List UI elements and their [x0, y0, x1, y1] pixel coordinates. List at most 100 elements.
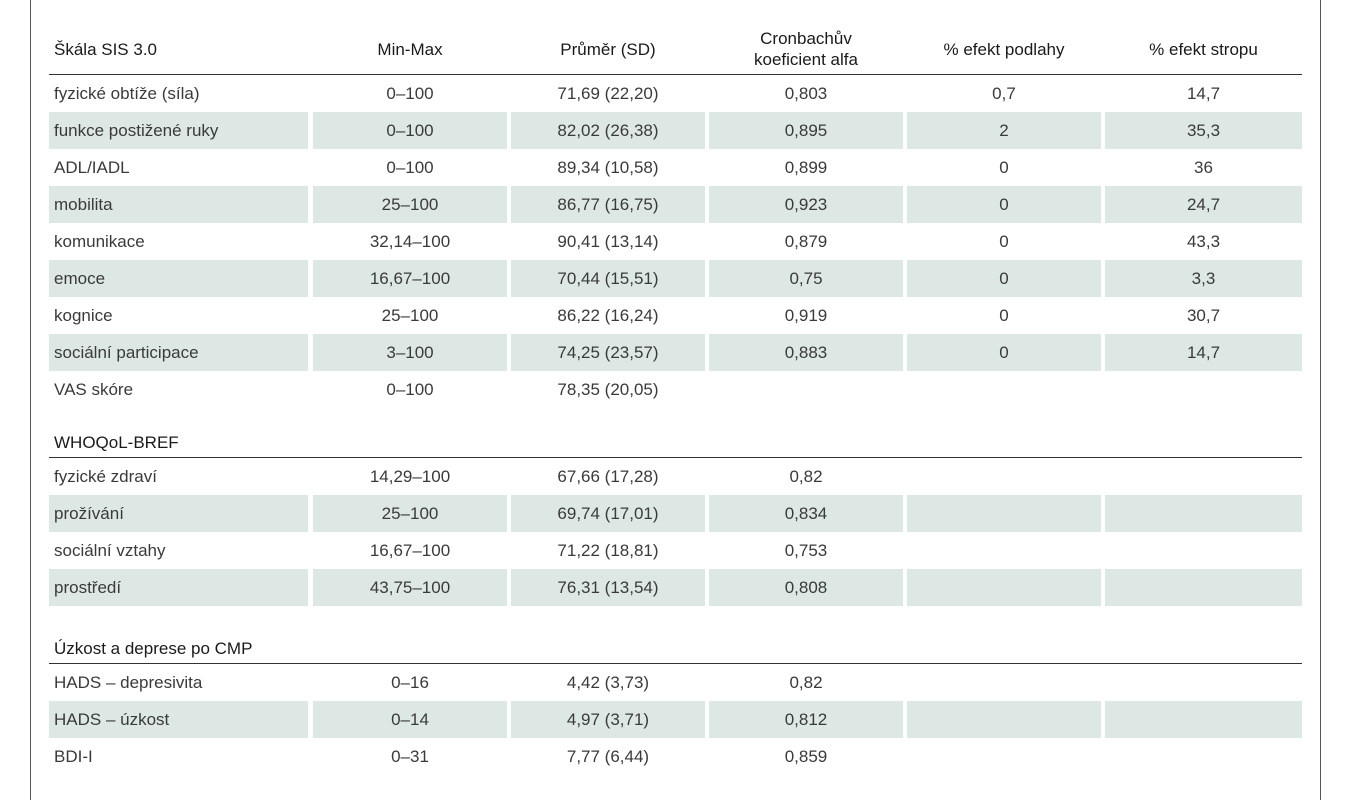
table-row: prostředí 43,75–100 76,31 (13,54) 0,808	[49, 569, 1302, 606]
cell-min-max: 3–100	[313, 334, 507, 371]
cell-cronbach-alpha: 0,899	[784, 157, 828, 177]
results-table: Škála SIS 3.0 Min-Max Průměr (SD) Cronba…	[49, 24, 1302, 775]
cell-ceiling-effect	[1105, 371, 1302, 408]
cell-cronbach-alpha: 0,82	[789, 672, 823, 692]
table-row: sociální participace 3–100 74,25 (23,57) 0,…	[49, 334, 1302, 371]
cell-mean-sd: 90,41 (13,14)	[557, 231, 659, 251]
cell-scale-name: fyzické obtíže (síla)	[54, 83, 200, 103]
table-row: VAS skóre 0–100 78,35 (20,05)	[49, 371, 1302, 408]
cell-ceiling-effect	[1105, 569, 1302, 606]
table-row: fyzické obtíže (síla) 0–100 71,69 (22,20) 0…	[49, 75, 1302, 112]
cell-mean-sd: 71,22 (18,81)	[557, 540, 659, 560]
header-min-max: Min-Max	[377, 39, 443, 59]
table-row: prožívání 25–100 69,74 (17,01) 0,834	[49, 495, 1302, 532]
cell-cronbach-alpha: 0,808	[709, 569, 903, 606]
cell-ceiling-effect: 3,3	[1105, 260, 1302, 297]
cell-ceiling-effect: 30,7	[1186, 305, 1221, 325]
section-title-whoqol: WHOQoL-BREF	[49, 432, 1302, 458]
header-cronbach-line1: Cronbachův	[760, 29, 852, 48]
table-row: emoce 16,67–100 70,44 (15,51) 0,75 0 3,3	[49, 260, 1302, 297]
cell-floor-effect: 0	[999, 231, 1009, 251]
header-scale: Škála SIS 3.0	[54, 39, 158, 59]
table-row: komunikace 32,14–100 90,41 (13,14) 0,879 0 43…	[49, 223, 1302, 260]
cell-ceiling-effect	[1105, 738, 1302, 775]
cell-floor-effect	[907, 664, 1101, 701]
table-row: ADL/IADL 0–100 89,34 (10,58) 0,899 0 36	[49, 149, 1302, 186]
cell-ceiling-effect: 14,7	[1186, 83, 1221, 103]
cell-min-max: 25–100	[313, 495, 507, 532]
cell-mean-sd: 4,42 (3,73)	[566, 672, 650, 692]
cell-mean-sd: 67,66 (17,28)	[557, 466, 659, 486]
cell-cronbach-alpha: 0,834	[709, 495, 903, 532]
cell-floor-effect	[907, 738, 1101, 775]
cell-mean-sd: 70,44 (15,51)	[511, 260, 705, 297]
cell-floor-effect	[907, 532, 1101, 569]
cell-scale-name: funkce postižené ruky	[49, 112, 308, 149]
cell-floor-effect: 2	[907, 112, 1101, 149]
cell-min-max: 0–100	[386, 379, 434, 399]
cell-min-max: 25–100	[381, 305, 439, 325]
header-ceiling-effect: % efekt stropu	[1149, 39, 1258, 59]
cell-scale-name: sociální participace	[49, 334, 308, 371]
cell-floor-effect	[907, 458, 1101, 495]
cell-mean-sd: 74,25 (23,57)	[511, 334, 705, 371]
header-cronbach: Cronbachův koeficient alfa	[709, 24, 903, 74]
cell-floor-effect: 0	[907, 260, 1101, 297]
cell-floor-effect: 0	[999, 157, 1009, 177]
cell-scale-name: ADL/IADL	[54, 157, 130, 177]
cell-floor-effect	[907, 495, 1101, 532]
cell-ceiling-effect	[1105, 664, 1302, 701]
table-row: funkce postižené ruky 0–100 82,02 (26,38) 0…	[49, 112, 1302, 149]
cell-scale-name: komunikace	[54, 231, 145, 251]
cell-scale-name: prostředí	[49, 569, 308, 606]
cell-min-max: 16,67–100	[313, 260, 507, 297]
cell-ceiling-effect: 24,7	[1105, 186, 1302, 223]
cell-scale-name: prožívání	[49, 495, 308, 532]
cell-scale-name: kognice	[54, 305, 113, 325]
table-header: Škála SIS 3.0 Min-Max Průměr (SD) Cronba…	[49, 24, 1302, 75]
table-row: fyzické zdraví 14,29–100 67,66 (17,28) 0,82	[49, 458, 1302, 495]
cell-floor-effect: 0	[907, 186, 1101, 223]
cell-min-max: 32,14–100	[369, 231, 451, 251]
cell-ceiling-effect: 14,7	[1105, 334, 1302, 371]
cell-min-max: 0–100	[313, 112, 507, 149]
table-row: HADS – úzkost 0–14 4,97 (3,71) 0,812	[49, 701, 1302, 738]
cell-scale-name: HADS – depresivita	[54, 672, 203, 692]
cell-ceiling-effect	[1105, 532, 1302, 569]
cell-scale-name: fyzické zdraví	[54, 466, 157, 486]
cell-cronbach-alpha: 0,859	[784, 746, 828, 766]
cell-scale-name: mobilita	[49, 186, 308, 223]
cell-ceiling-effect: 36	[1194, 157, 1213, 177]
cell-mean-sd: 89,34 (10,58)	[557, 157, 659, 177]
frame-right-border	[1320, 0, 1321, 800]
cell-scale-name: sociální vztahy	[54, 540, 166, 560]
cell-cronbach-alpha: 0,879	[784, 231, 828, 251]
header-floor-effect: % efekt podlahy	[943, 39, 1065, 59]
cell-min-max: 0–100	[386, 83, 434, 103]
cell-mean-sd: 71,69 (22,20)	[557, 83, 659, 103]
table-row: HADS – depresivita 0–16 4,42 (3,73) 0,82	[49, 664, 1302, 701]
cell-cronbach-alpha: 0,883	[709, 334, 903, 371]
cell-cronbach-alpha: 0,919	[784, 305, 828, 325]
anxiety-rows: HADS – depresivita 0–16 4,42 (3,73) 0,82 HAD…	[49, 664, 1302, 775]
header-cronbach-line2: koeficient alfa	[754, 50, 858, 69]
cell-min-max: 25–100	[313, 186, 507, 223]
cell-min-max: 0–14	[313, 701, 507, 738]
cell-floor-effect: 0	[999, 305, 1009, 325]
cell-cronbach-alpha: 0,75	[709, 260, 903, 297]
cell-mean-sd: 76,31 (13,54)	[511, 569, 705, 606]
cell-min-max: 0–100	[386, 157, 434, 177]
cell-scale-name: emoce	[49, 260, 308, 297]
cell-ceiling-effect	[1105, 701, 1302, 738]
cell-cronbach-alpha: 0,753	[784, 540, 828, 560]
table-row: mobilita 25–100 86,77 (16,75) 0,923 0 24,7	[49, 186, 1302, 223]
cell-ceiling-effect: 35,3	[1105, 112, 1302, 149]
cell-cronbach-alpha: 0,803	[784, 83, 828, 103]
cell-ceiling-effect: 43,3	[1186, 231, 1221, 251]
cell-mean-sd: 86,22 (16,24)	[557, 305, 659, 325]
sis-rows: fyzické obtíže (síla) 0–100 71,69 (22,20) 0…	[49, 75, 1302, 408]
cell-cronbach-alpha: 0,923	[709, 186, 903, 223]
cell-cronbach-alpha: 0,82	[789, 466, 823, 486]
cell-ceiling-effect	[1105, 458, 1302, 495]
table-row: kognice 25–100 86,22 (16,24) 0,919 0 30,7	[49, 297, 1302, 334]
